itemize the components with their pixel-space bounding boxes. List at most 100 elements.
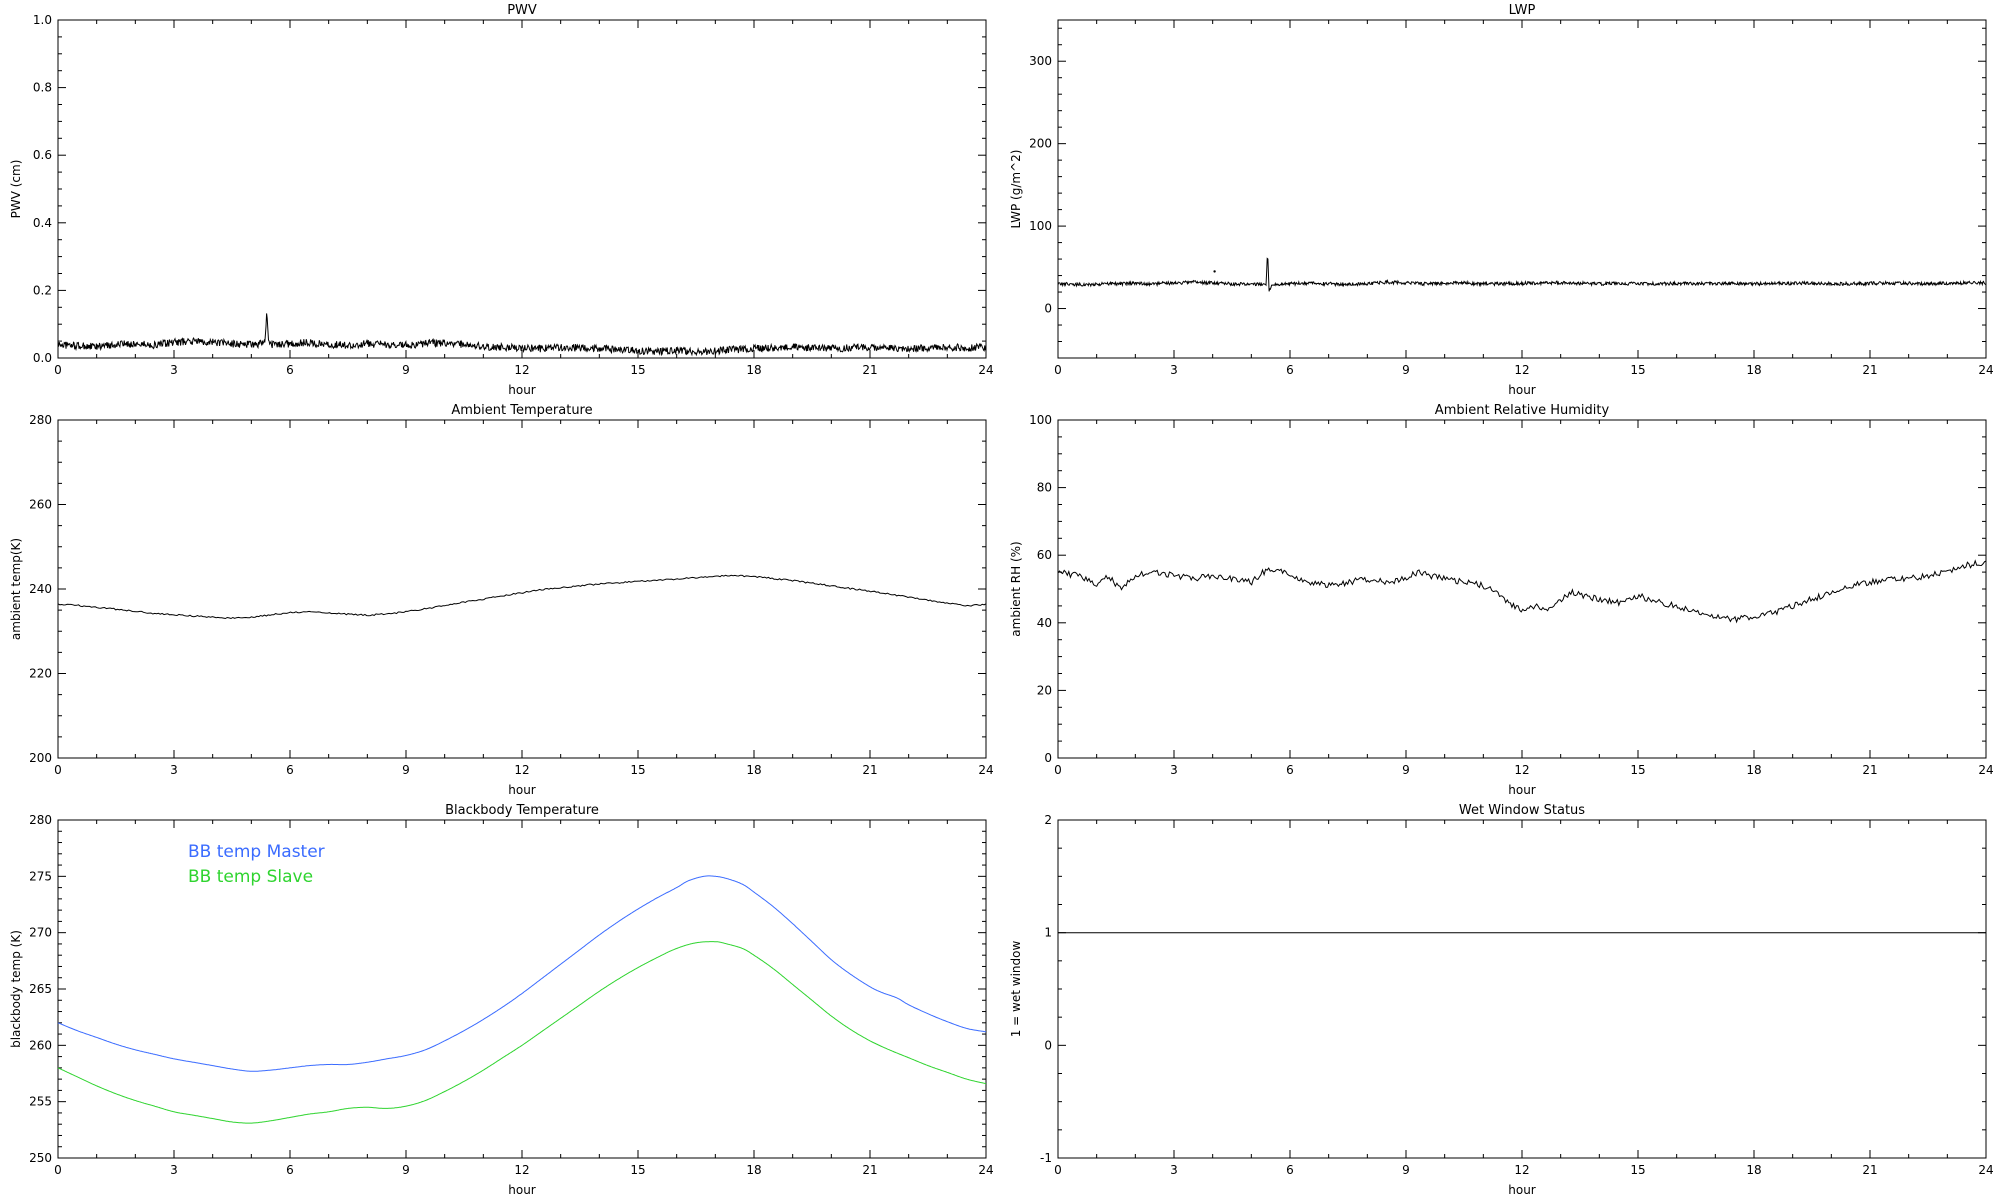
svg-text:0: 0 — [1044, 1038, 1052, 1052]
svg-text:0: 0 — [1054, 363, 1062, 377]
svg-text:200: 200 — [1029, 137, 1052, 151]
svg-text:6: 6 — [1286, 363, 1294, 377]
svg-text:9: 9 — [402, 363, 410, 377]
svg-text:12: 12 — [514, 763, 529, 777]
svg-text:6: 6 — [1286, 1163, 1294, 1177]
svg-text:0: 0 — [1054, 763, 1062, 777]
x-axis-label-lwp: hour — [1508, 383, 1536, 397]
svg-text:300: 300 — [1029, 54, 1052, 68]
svg-text:265: 265 — [29, 982, 52, 996]
svg-text:18: 18 — [746, 763, 761, 777]
svg-text:3: 3 — [170, 363, 178, 377]
svg-text:21: 21 — [1862, 763, 1877, 777]
svg-text:60: 60 — [1037, 548, 1052, 562]
chart-title-blackbody-temperature: Blackbody Temperature — [445, 803, 599, 818]
svg-text:6: 6 — [1286, 763, 1294, 777]
svg-text:1.0: 1.0 — [33, 13, 52, 27]
svg-text:6: 6 — [286, 363, 294, 377]
svg-text:12: 12 — [1514, 363, 1529, 377]
svg-text:0: 0 — [1044, 751, 1052, 765]
svg-text:3: 3 — [170, 1163, 178, 1177]
legend-bb-temp-master: BB temp Master — [188, 842, 325, 862]
svg-text:24: 24 — [978, 363, 993, 377]
panel-wet-window-status: Wet Window Status 1 = wet window 0 3 6 9 12 1… — [1000, 800, 2000, 1200]
svg-text:260: 260 — [29, 1038, 52, 1052]
svg-text:0.2: 0.2 — [33, 283, 52, 297]
svg-text:3: 3 — [1170, 1163, 1178, 1177]
svg-text:0: 0 — [54, 363, 62, 377]
svg-text:15: 15 — [1630, 363, 1645, 377]
x-axis-label-ambient-temperature: hour — [508, 783, 536, 797]
svg-text:100: 100 — [1029, 219, 1052, 233]
svg-text:0: 0 — [54, 763, 62, 777]
svg-text:2: 2 — [1044, 813, 1052, 827]
svg-text:12: 12 — [514, 1163, 529, 1177]
svg-text:0.0: 0.0 — [33, 351, 52, 365]
svg-text:0: 0 — [1044, 302, 1052, 316]
svg-text:21: 21 — [862, 763, 877, 777]
svg-text:9: 9 — [1402, 363, 1410, 377]
svg-text:280: 280 — [29, 413, 52, 427]
svg-text:24: 24 — [1978, 363, 1993, 377]
x-axis-label-ambient-relative-humidity: hour — [1508, 783, 1536, 797]
svg-text:24: 24 — [978, 763, 993, 777]
panel-ambient-relative-humidity: Ambient Relative Humidity ambient RH (%)… — [1000, 400, 2000, 800]
svg-text:18: 18 — [1746, 763, 1761, 777]
x-axis-label-blackbody-temperature: hour — [508, 1183, 536, 1197]
svg-text:6: 6 — [286, 763, 294, 777]
svg-text:280: 280 — [29, 813, 52, 827]
svg-text:15: 15 — [1630, 763, 1645, 777]
svg-text:200: 200 — [29, 751, 52, 765]
chart-title-pwv: PWV — [507, 3, 537, 18]
svg-text:0: 0 — [1054, 1163, 1062, 1177]
svg-text:15: 15 — [1630, 1163, 1645, 1177]
svg-text:12: 12 — [1514, 763, 1529, 777]
svg-text:6: 6 — [286, 1163, 294, 1177]
svg-text:20: 20 — [1037, 683, 1052, 697]
chart-title-wet-window-status: Wet Window Status — [1458, 803, 1586, 818]
svg-text:275: 275 — [29, 869, 52, 883]
svg-text:9: 9 — [1402, 763, 1410, 777]
legend-bb-temp-slave: BB temp Slave — [188, 867, 314, 887]
svg-text:3: 3 — [170, 763, 178, 777]
svg-text:24: 24 — [978, 1163, 993, 1177]
svg-text:-1: -1 — [1040, 1151, 1052, 1165]
svg-text:0.8: 0.8 — [33, 81, 52, 95]
chart-title-ambient-temperature: Ambient Temperature — [451, 403, 593, 418]
svg-text:255: 255 — [29, 1095, 52, 1109]
svg-text:21: 21 — [1862, 363, 1877, 377]
svg-text:24: 24 — [1978, 763, 1993, 777]
svg-text:0.6: 0.6 — [33, 148, 52, 162]
svg-text:240: 240 — [29, 582, 52, 596]
svg-text:0: 0 — [54, 1163, 62, 1177]
svg-text:21: 21 — [1862, 1163, 1877, 1177]
svg-text:24: 24 — [1978, 1163, 1993, 1177]
svg-text:18: 18 — [1746, 363, 1761, 377]
pwv-line-chart: 0 3 6 9 12 15 18 21 24 0.0 0.2 0.4 0.6 0.8 1.0 — [33, 13, 994, 377]
panel-lwp: LWP LWP (g/m^2) 0 3 6 9 12 15 18 21 24 0 100 200 300… — [1000, 0, 2000, 400]
ambient-temperature-line-chart: 0 3 6 9 12 15 18 21 24 200 220 240 260 280 — [29, 413, 994, 777]
svg-text:9: 9 — [1402, 1163, 1410, 1177]
panel-pwv: PWV PWV (cm) 0 3 6 9 12 15 18 21 24 0.0 0.2 0.4 0.6 0… — [0, 0, 1000, 400]
x-axis-label-pwv: hour — [508, 383, 536, 397]
x-axis-label-wet-window-status: hour — [1508, 1183, 1536, 1197]
svg-text:3: 3 — [1170, 363, 1178, 377]
svg-text:9: 9 — [402, 763, 410, 777]
svg-text:18: 18 — [746, 363, 761, 377]
panel-blackbody-temperature: Blackbody Temperature blackbody temp (K)… — [0, 800, 1000, 1200]
svg-text:12: 12 — [1514, 1163, 1529, 1177]
chart-title-lwp: LWP — [1508, 3, 1536, 18]
svg-text:1: 1 — [1044, 926, 1052, 940]
svg-text:12: 12 — [514, 363, 529, 377]
svg-text:40: 40 — [1037, 616, 1052, 630]
svg-text:21: 21 — [862, 1163, 877, 1177]
svg-text:15: 15 — [630, 763, 645, 777]
svg-text:9: 9 — [402, 1163, 410, 1177]
lwp-line-chart: 0 3 6 9 12 15 18 21 24 0 100 200 300 — [1029, 19, 1994, 377]
svg-text:260: 260 — [29, 498, 52, 512]
blackbody-temperature-line-chart: 0 3 6 9 12 15 18 21 24 250 255 260 265 270 275 280 — [29, 813, 994, 1177]
svg-text:15: 15 — [630, 1163, 645, 1177]
